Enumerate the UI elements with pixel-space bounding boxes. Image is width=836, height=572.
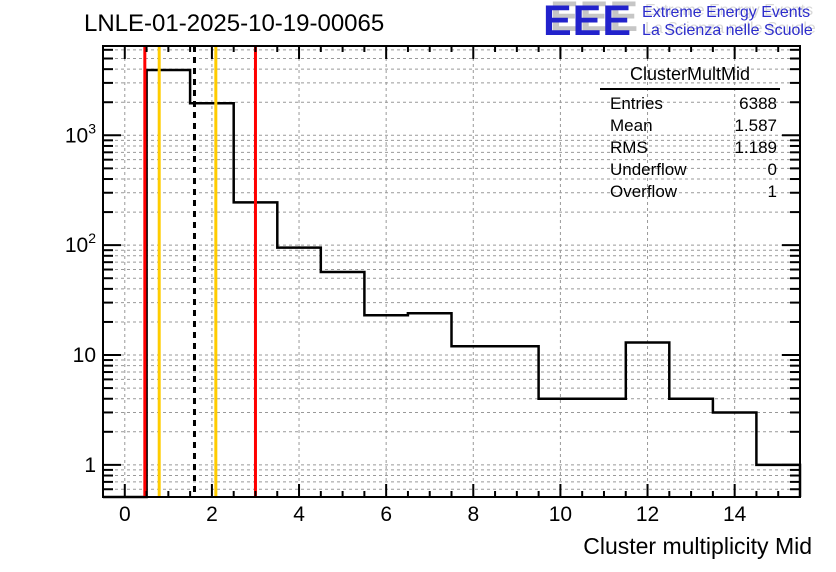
stats-row-value: 1 [767,182,777,201]
stats-box: ClusterMultMid Entries 6388 Mean 1.587 RMS 1.… [600,64,780,203]
eee-logo-line1: Extreme Energy Events [642,4,811,21]
x-tick-label: 8 [467,503,479,526]
y-tick-label: 103 [65,120,96,147]
stats-row-value: 1.587 [734,116,777,135]
y-tick-label: 1 [84,454,96,477]
x-axis-title: Cluster multiplicity Mid [583,533,812,559]
x-tick-label: 10 [549,503,572,526]
plot-title: LNLE-01-2025-10-19-00065 [84,10,385,37]
x-tick-label: 6 [380,503,392,526]
x-tick-label: 2 [206,503,218,526]
marker-lines [143,46,257,497]
x-tick-label: 0 [119,503,131,526]
x-tick-label: 4 [293,503,305,526]
x-tick-label: 14 [723,503,747,526]
stats-row-label: Mean [610,116,653,135]
stats-row: RMS 1.189 [600,137,780,159]
x-axis-labels: 0 2 4 6 8 10 12 14 [119,503,747,526]
stats-row: Overflow 1 [600,181,780,203]
stats-row-value: 0 [767,160,777,179]
stats-row-label: Underflow [610,160,687,179]
stats-row-value: 6388 [739,94,777,113]
y-axis-labels: 1 10 102 103 [65,120,96,477]
stats-row-value: 1.189 [734,138,777,157]
eee-logo-acronym: EEE [543,0,633,45]
stats-title: ClusterMultMid [600,64,780,90]
y-tick-label: 102 [65,230,96,257]
histogram-line [103,68,802,499]
axis-ticks [103,46,800,497]
y-tick-label: 10 [73,344,96,367]
stats-rows: Entries 6388 Mean 1.587 RMS 1.189 Underflow 0 Ov… [600,93,780,203]
stats-row: Underflow 0 [600,159,780,181]
eee-logo-line2: La Scienza nelle Scuole [642,22,813,39]
stats-row-label: Overflow [610,182,678,201]
x-tick-label: 12 [636,503,659,526]
eee-logo: EEE Extreme Energy Events La Scienza nel… [543,0,813,45]
stats-row: Mean 1.587 [600,115,780,137]
stats-row-label: Entries [610,94,663,113]
eee-logo-text: Extreme Energy Events La Scienza nelle S… [642,4,813,40]
stats-row: Entries 6388 [600,93,780,115]
stats-row-label: RMS [610,138,648,157]
